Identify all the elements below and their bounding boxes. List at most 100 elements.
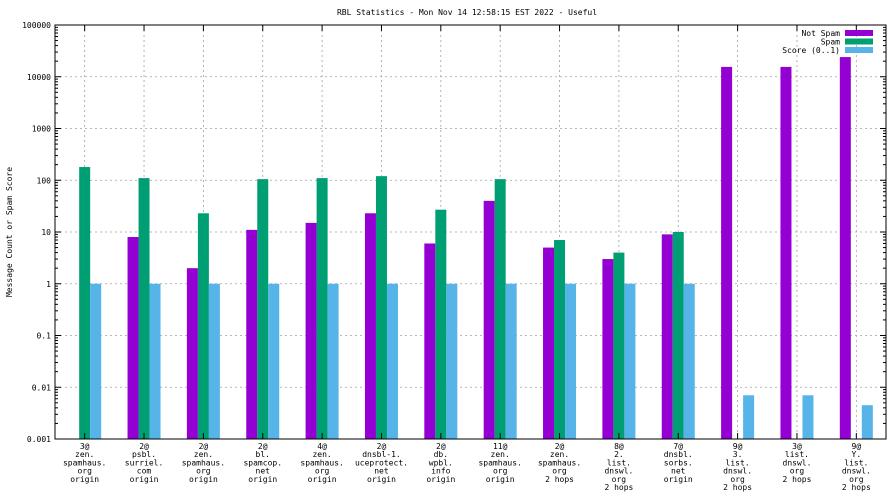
x-tick-label-line: 2 hops (545, 475, 574, 484)
legend-label: Score (0..1) (782, 46, 840, 55)
bar-not-spam (424, 243, 436, 439)
bar-not-spam (661, 234, 673, 439)
x-tick-label-line: org (196, 467, 211, 476)
bar-spam (435, 209, 447, 439)
x-tick-label-line: org (315, 467, 330, 476)
x-tick-label-line: db. (434, 450, 448, 459)
x-tick-label-line: 3@ (80, 442, 90, 451)
x-tick-label-line: wpbl. (429, 458, 453, 467)
x-tick-label: 2@ dnsbl-1. uceprotect. net origin (355, 442, 408, 484)
x-tick-label-line: zen. (550, 450, 569, 459)
bar-not-spam (602, 259, 614, 439)
x-tick-label-line: 9@ (852, 442, 862, 451)
x-tick-label-line: net (374, 467, 389, 476)
x-tick-label-line: origin (367, 475, 396, 484)
x-tick-label-line: origin (308, 475, 337, 484)
x-tick-label-line: Y. (852, 450, 862, 459)
x-tick-label-line: 2@ (555, 442, 565, 451)
x-tick-label-line: origin (664, 475, 693, 484)
y-tick-label: 0.1 (37, 332, 52, 341)
x-tick-label-line: zen. (491, 450, 510, 459)
bar-not-spam (364, 213, 376, 439)
x-tick-label-line: org (612, 475, 627, 484)
y-tick-label: 0.01 (32, 383, 51, 392)
x-tick-label-line: 2@ (199, 442, 209, 451)
bar-score-0-1 (743, 395, 755, 439)
x-tick-label-line: 2@ (258, 442, 268, 451)
y-axis-label: Message Count or Spam Score (5, 167, 14, 297)
bar-not-spam (186, 268, 198, 439)
bar-score-0-1 (505, 283, 517, 439)
x-tick-label-line: 4@ (317, 442, 327, 451)
x-tick-label-line: org (730, 475, 745, 484)
chart-title: RBL Statistics - Mon Nov 14 12:58:15 EST… (337, 8, 597, 17)
y-tick-label: 1 (46, 280, 51, 289)
x-tick-label-line: list. (785, 450, 809, 459)
x-tick-label-line: 2 hops (842, 483, 871, 492)
bars (79, 57, 873, 440)
x-tick-label-line: dnswl. (723, 467, 752, 476)
bar-not-spam (543, 247, 555, 439)
x-tick-label-line: com (137, 467, 152, 476)
x-tick-label-line: dnsbl. (664, 450, 693, 459)
x-tick-label-line: org (552, 467, 567, 476)
bar-not-spam (305, 222, 317, 439)
bar-spam (494, 179, 506, 440)
y-tick-label: 100000 (22, 21, 51, 30)
bar-not-spam (721, 66, 733, 440)
bar-score-0-1 (802, 395, 814, 439)
x-tick-label-line: 7@ (673, 442, 683, 451)
bar-score-0-1 (268, 283, 280, 439)
bar-score-0-1 (624, 283, 636, 439)
bar-not-spam (780, 66, 792, 440)
x-tick-label-line: 11@ (493, 442, 508, 451)
x-tick-label-line: surriel. (125, 458, 164, 467)
bar-spam (554, 240, 566, 439)
x-tick-label-line: dnswl. (842, 467, 871, 476)
x-tick-label-line: spamhaus. (63, 458, 106, 467)
bar-score-0-1 (446, 283, 458, 439)
legend-swatch (845, 38, 873, 45)
x-tick-label-line: 9@ (733, 442, 743, 451)
x-tick-label-line: 2. (614, 450, 624, 459)
x-tick-label-line: org (790, 467, 805, 476)
x-tick-label-line: uceprotect. (355, 458, 408, 467)
x-tick-label-line: list. (844, 458, 868, 467)
x-tick-label: 8@ 2. list. dnswl. org 2 hops (604, 442, 633, 492)
bar-score-0-1 (386, 283, 398, 439)
bar-not-spam (839, 57, 851, 440)
x-tick-label-line: 2 hops (783, 475, 812, 484)
x-tick-label-line: 2@ (377, 442, 387, 451)
x-tick-label: 4@ zen. spamhaus. org origin (300, 442, 343, 484)
x-tick-label-line: list. (607, 458, 631, 467)
x-tick-label-line: spamcop. (243, 458, 282, 467)
x-tick-label-line: 2@ (139, 442, 149, 451)
x-tick-label-line: list. (726, 458, 750, 467)
x-tick-label-line: origin (426, 475, 455, 484)
bar-spam (672, 232, 684, 439)
x-tick-label-line: dnsbl-1. (362, 450, 401, 459)
bar-score-0-1 (149, 283, 161, 439)
x-tick-label-line: 2 hops (604, 483, 633, 492)
legend-swatch (845, 47, 873, 53)
bar-spam (79, 167, 91, 439)
y-tick-label: 10 (41, 228, 51, 237)
x-tick-label-line: net (671, 467, 686, 476)
bar-score-0-1 (683, 283, 695, 439)
y-tick-label: 100 (37, 176, 52, 185)
bar-spam (316, 178, 328, 440)
bar-not-spam (127, 237, 139, 439)
legend-swatch (845, 30, 873, 36)
x-tick-label-line: psbl. (132, 450, 156, 459)
y-tick-label: 10000 (27, 73, 51, 82)
x-tick-label-line: zen. (312, 450, 331, 459)
bar-not-spam (246, 229, 258, 439)
x-tick-label: 2@ zen. spamhaus. org origin (182, 442, 225, 484)
x-tick-label-line: 2 hops (723, 483, 752, 492)
x-tick-label: 2@ psbl. surriel. com origin (125, 442, 164, 484)
bar-spam (613, 252, 625, 439)
x-tick-label: 2@ zen. spamhaus. org 2 hops (538, 442, 581, 484)
x-tick-label: 9@ Y. list. dnswl. org 2 hops (842, 442, 871, 492)
